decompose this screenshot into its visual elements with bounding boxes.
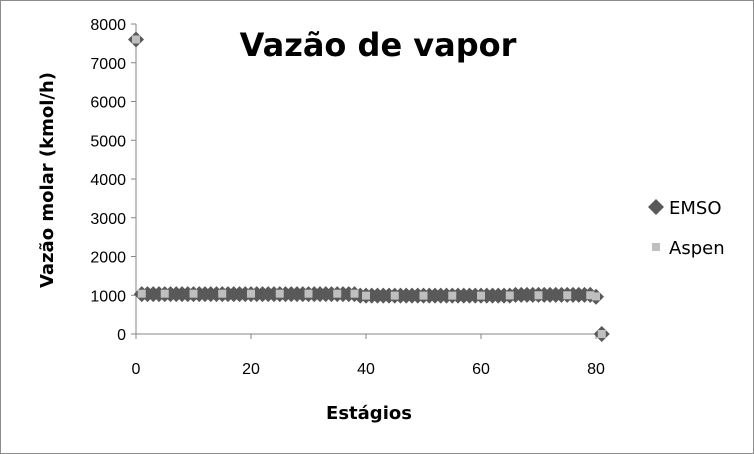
y-tick-label: 6000 — [90, 95, 126, 112]
data-point-aspen — [333, 289, 342, 298]
data-point-aspen — [304, 289, 313, 298]
data-point-aspen — [419, 291, 428, 300]
y-tick-label: 8000 — [90, 17, 126, 34]
data-point-aspen — [505, 291, 514, 300]
data-point-aspen — [137, 289, 146, 298]
y-tick-label: 0 — [117, 327, 126, 344]
data-point-aspen — [597, 330, 606, 338]
x-axis-title: Estágios — [326, 403, 412, 424]
legend-marker-aspen — [652, 243, 660, 251]
plot-area — [128, 31, 610, 342]
data-point-aspen — [189, 289, 198, 298]
x-tick-label: 0 — [132, 361, 141, 378]
legend-label-aspen: Aspen — [669, 238, 725, 259]
data-point-aspen — [350, 289, 359, 298]
data-point-aspen — [448, 291, 457, 300]
data-point-aspen — [160, 289, 169, 298]
y-tick-label: 2000 — [90, 250, 126, 267]
y-axis-ticks: 0 1000 2000 3000 4000 5000 6000 7000 8000 — [90, 17, 136, 344]
legend-marker-emso — [648, 199, 664, 215]
data-point-aspen — [132, 35, 140, 44]
data-point-aspen — [592, 292, 600, 301]
data-point-aspen — [534, 291, 543, 300]
data-point-aspen — [586, 291, 595, 300]
legend-label-emso: EMSO — [669, 198, 722, 219]
data-point-aspen — [218, 289, 227, 298]
data-point-aspen — [477, 291, 485, 300]
x-tick-label: 60 — [472, 361, 490, 378]
y-axis-title: Vazão molar (kmol/h) — [37, 72, 58, 288]
data-point-aspen — [362, 291, 370, 300]
chart-title: Vazão de vapor — [240, 26, 517, 64]
series-aspen — [132, 35, 606, 338]
legend: EMSO Aspen — [648, 198, 725, 259]
x-tick-label: 80 — [587, 361, 605, 378]
y-tick-label: 3000 — [90, 211, 126, 228]
y-tick-label: 4000 — [90, 172, 126, 189]
data-point-aspen — [563, 291, 572, 300]
data-point-aspen — [247, 289, 255, 298]
y-tick-label: 7000 — [90, 56, 126, 73]
data-point-aspen — [390, 291, 399, 300]
y-tick-label: 5000 — [90, 133, 126, 150]
x-tick-label: 20 — [242, 361, 260, 378]
data-point-aspen — [275, 289, 284, 298]
x-tick-label: 40 — [357, 361, 375, 378]
x-axis-ticks: 0 20 40 60 80 — [132, 334, 605, 378]
y-tick-label: 1000 — [90, 288, 126, 305]
